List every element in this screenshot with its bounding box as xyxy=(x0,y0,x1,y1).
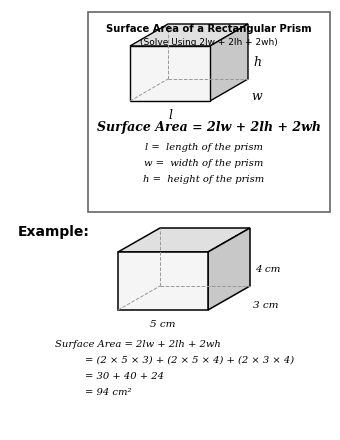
Text: l: l xyxy=(168,109,172,122)
Text: 4 cm: 4 cm xyxy=(255,264,280,274)
Text: Surface Area = 2lw + 2lh + 2wh: Surface Area = 2lw + 2lh + 2wh xyxy=(55,340,221,349)
Text: = (2 × 5 × 3) + (2 × 5 × 4) + (2 × 3 × 4): = (2 × 5 × 3) + (2 × 5 × 4) + (2 × 3 × 4… xyxy=(85,356,294,365)
Text: h =  height of the prism: h = height of the prism xyxy=(143,175,265,184)
Polygon shape xyxy=(118,252,208,310)
Text: 3 cm: 3 cm xyxy=(253,301,278,309)
Text: = 30 + 40 + 24: = 30 + 40 + 24 xyxy=(85,372,164,381)
Text: (Solve Using 2lw + 2lh + 2wh): (Solve Using 2lw + 2lh + 2wh) xyxy=(140,38,278,47)
Text: w: w xyxy=(251,91,262,103)
Polygon shape xyxy=(130,46,210,101)
Text: Surface Area = 2lw + 2lh + 2wh: Surface Area = 2lw + 2lh + 2wh xyxy=(97,121,321,134)
Text: l =  length of the prism: l = length of the prism xyxy=(145,143,263,152)
Text: w =  width of the prism: w = width of the prism xyxy=(144,159,264,168)
Text: h: h xyxy=(253,56,261,69)
Text: 5 cm: 5 cm xyxy=(150,320,176,329)
Bar xyxy=(88,12,330,212)
Text: = 94 cm²: = 94 cm² xyxy=(85,388,132,397)
Polygon shape xyxy=(130,24,248,46)
Polygon shape xyxy=(210,24,248,101)
Text: Surface Area of a Rectangular Prism: Surface Area of a Rectangular Prism xyxy=(106,24,312,34)
Text: Example:: Example: xyxy=(18,225,90,239)
Polygon shape xyxy=(118,228,250,252)
Polygon shape xyxy=(208,228,250,310)
